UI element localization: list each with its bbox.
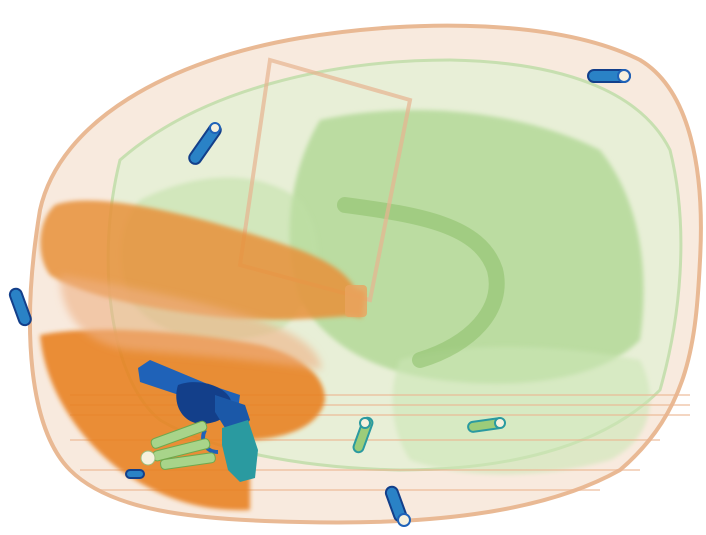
zipper-pull: [467, 417, 506, 433]
zipper-ring: [209, 122, 221, 134]
revolver-cartridges: [140, 420, 216, 470]
bottle-cap: [345, 285, 367, 317]
suitcase-strap: [337, 197, 505, 368]
suitcase-frame: [237, 57, 413, 303]
suitcase-green-fabric: [392, 346, 650, 475]
zipper-ring: [359, 417, 371, 429]
zipper-ring: [617, 69, 631, 83]
zipper-tab: [8, 287, 32, 327]
bottle-shadow: [60, 275, 322, 370]
revolver: [138, 360, 258, 482]
plastic-bottle: [40, 275, 325, 511]
zipper-pull: [587, 69, 631, 83]
revolver-grip: [222, 420, 258, 482]
zipper-pull: [188, 122, 222, 165]
zipper-pull: [384, 485, 411, 527]
zipper-pull: [125, 469, 145, 479]
zipper-tab: [125, 469, 145, 479]
bottle-body: [40, 329, 325, 511]
zipper-ring: [494, 417, 506, 429]
suitcase-green-fabric: [289, 110, 644, 384]
zipper-ring: [397, 513, 411, 527]
zipper-pull: [8, 287, 32, 327]
zipper-pull: [352, 416, 374, 454]
